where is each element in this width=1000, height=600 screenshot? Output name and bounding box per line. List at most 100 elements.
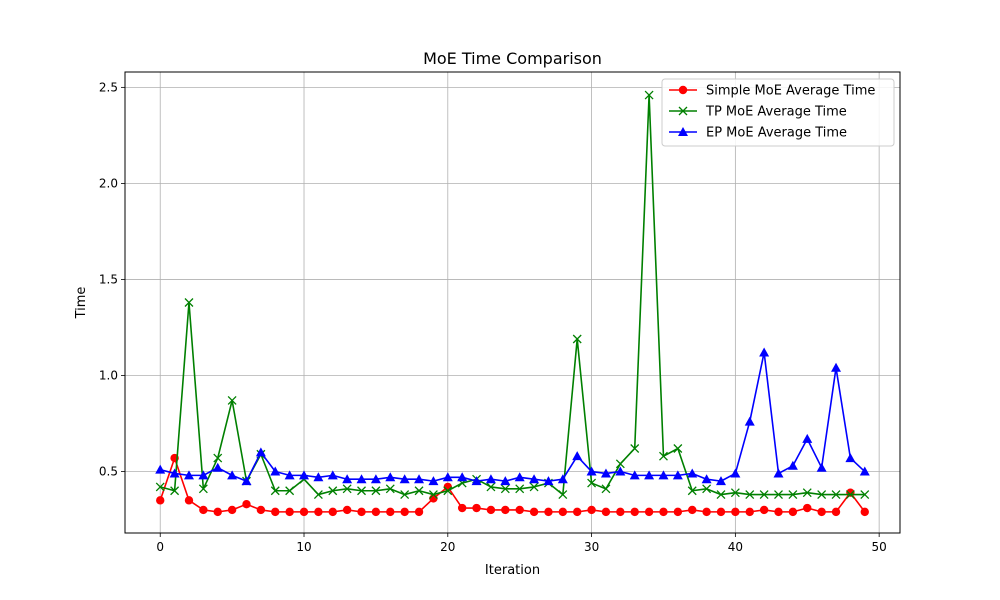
x-tick-label: 50 [872, 540, 887, 554]
data-point [500, 476, 511, 486]
data-point [802, 433, 813, 443]
data-point [284, 470, 295, 480]
data-point [155, 482, 165, 492]
y-tick-label: 1.5 [99, 272, 118, 286]
data-point [198, 470, 209, 480]
data-point [587, 478, 597, 488]
data-point [831, 490, 841, 500]
data-point [600, 468, 611, 478]
data-point [730, 468, 741, 478]
data-point [716, 490, 726, 500]
data-point [472, 503, 481, 513]
data-point [515, 505, 524, 515]
data-point [270, 466, 281, 476]
data-point [688, 505, 697, 515]
data-point [457, 472, 468, 482]
data-point [659, 507, 668, 517]
data-point [544, 507, 553, 517]
data-point [486, 482, 496, 492]
ticks: 0 10 20 30 40 50 0.5 1.0 1.5 2.0 2.5 [99, 80, 887, 554]
data-point [558, 507, 568, 517]
chart-title: MoE Time Comparison [423, 49, 602, 68]
data-point [213, 507, 222, 517]
x-tick-label: 40 [728, 540, 743, 554]
y-tick-label: 2.0 [99, 176, 118, 190]
x-tick-label: 0 [156, 540, 164, 554]
data-point [342, 505, 352, 515]
series-3 [155, 347, 870, 486]
x-tick-label: 20 [440, 540, 455, 554]
data-point [831, 362, 842, 372]
data-point [241, 476, 252, 486]
data-point [213, 453, 223, 463]
data-point [515, 484, 525, 494]
data-point [759, 490, 769, 500]
data-point [573, 507, 582, 517]
data-point [615, 466, 626, 476]
data-point [285, 507, 294, 517]
data-point [788, 507, 798, 517]
data-point [299, 507, 309, 517]
data-point [342, 474, 353, 484]
data-point [327, 470, 338, 480]
legend-label: Simple MoE Average Time [706, 84, 875, 99]
data-point [845, 490, 855, 500]
data-point [616, 507, 625, 517]
data-point [199, 505, 208, 515]
axes-frame [124, 71, 901, 534]
data-point [314, 507, 323, 517]
legend-box [661, 78, 895, 147]
data-point [370, 474, 381, 484]
data-point [788, 490, 798, 500]
data-point [442, 472, 453, 482]
data-point [817, 490, 827, 500]
data-point [313, 472, 324, 482]
data-point [227, 505, 237, 515]
data-point [313, 490, 323, 500]
data-point [529, 482, 539, 492]
data-point [169, 468, 180, 478]
data-point [630, 444, 640, 453]
data-point [845, 453, 856, 463]
data-point [543, 476, 554, 486]
data-point [256, 505, 266, 515]
data-point [644, 507, 654, 517]
data-point [572, 334, 582, 344]
data-point [501, 505, 510, 515]
data-point [270, 486, 280, 496]
data-point [731, 507, 740, 517]
legend-entry: Simple MoE Average Time [669, 84, 875, 99]
data-point [803, 503, 812, 513]
data-point [328, 486, 338, 496]
data-point [486, 505, 496, 515]
legend-entry: EP MoE Average Time [669, 126, 847, 141]
data-point [285, 486, 295, 496]
data-point [860, 507, 869, 517]
data-point [529, 474, 540, 484]
data-point [802, 488, 812, 498]
legend-entry: TP MoE Average Time [669, 105, 847, 120]
data-point [155, 464, 166, 474]
legend-marker [678, 106, 688, 116]
data-point [644, 470, 655, 480]
data-point [745, 490, 755, 500]
data-point [242, 499, 251, 509]
series-line [160, 94, 865, 496]
data-point [227, 470, 238, 480]
data-point [773, 468, 784, 478]
y-axis-label: Time [74, 287, 89, 320]
data-point [357, 486, 366, 496]
y-tick-label: 2.5 [99, 80, 118, 94]
data-point [414, 507, 424, 517]
x-tick-label: 30 [584, 540, 599, 554]
data-point [558, 490, 568, 500]
data-point [529, 507, 539, 517]
data-point [385, 472, 396, 482]
data-point [859, 466, 870, 476]
data-point [586, 466, 597, 476]
data-point [673, 444, 683, 453]
data-point [601, 507, 611, 517]
legend-marker [678, 127, 688, 136]
data-point [572, 451, 583, 461]
data-point [428, 490, 438, 500]
